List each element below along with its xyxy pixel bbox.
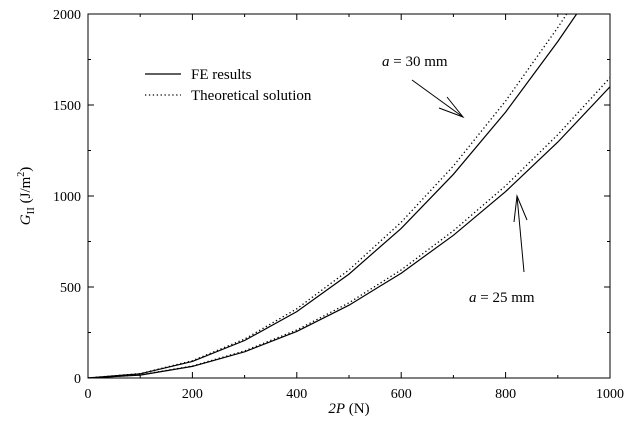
annotation-a-25mm: a = 25 mm bbox=[469, 290, 535, 306]
x-tick-label: 400 bbox=[286, 387, 307, 402]
x-tick-label: 800 bbox=[495, 387, 516, 402]
series-layer bbox=[88, 14, 610, 378]
y-tick-label: 1000 bbox=[53, 190, 81, 205]
y-tick-label: 0 bbox=[74, 372, 81, 387]
arrow-a-30mm-head bbox=[438, 96, 465, 119]
x-axis-title: 2P (N) bbox=[328, 401, 369, 417]
x-tick-label: 200 bbox=[182, 387, 203, 402]
x-axis-ticks: 0 200 400 600 800 1000 bbox=[85, 14, 624, 402]
y-tick-label: 1500 bbox=[53, 99, 81, 114]
y-axis-title: GII (J/m2) bbox=[16, 167, 37, 226]
x-tick-label: 0 bbox=[85, 387, 92, 402]
arrow-a-25mm-head bbox=[513, 194, 528, 223]
y-axis-ticks: 0 500 1000 1500 2000 bbox=[53, 8, 610, 387]
y-tick-label: 2000 bbox=[53, 8, 81, 23]
series-theoretical-30mm bbox=[88, 14, 568, 378]
y-tick-label: 500 bbox=[60, 281, 81, 296]
x-tick-label: 1000 bbox=[596, 387, 624, 402]
legend-label-fe-results: FE results bbox=[191, 67, 252, 83]
x-tick-label: 600 bbox=[391, 387, 412, 402]
annotation-a-30mm: a = 30 mm bbox=[382, 54, 448, 70]
legend-label-theoretical-solution: Theoretical solution bbox=[191, 88, 312, 104]
legend: FE results Theoretical solution bbox=[145, 67, 312, 104]
series-theoretical-25mm bbox=[88, 77, 610, 378]
plot-frame bbox=[87, 13, 611, 379]
series-fe-25mm bbox=[88, 86, 610, 378]
series-fe-30mm bbox=[88, 14, 578, 378]
arrow-a-25mm-shaft bbox=[516, 195, 525, 273]
arrow-a-30mm-shaft bbox=[411, 79, 464, 118]
